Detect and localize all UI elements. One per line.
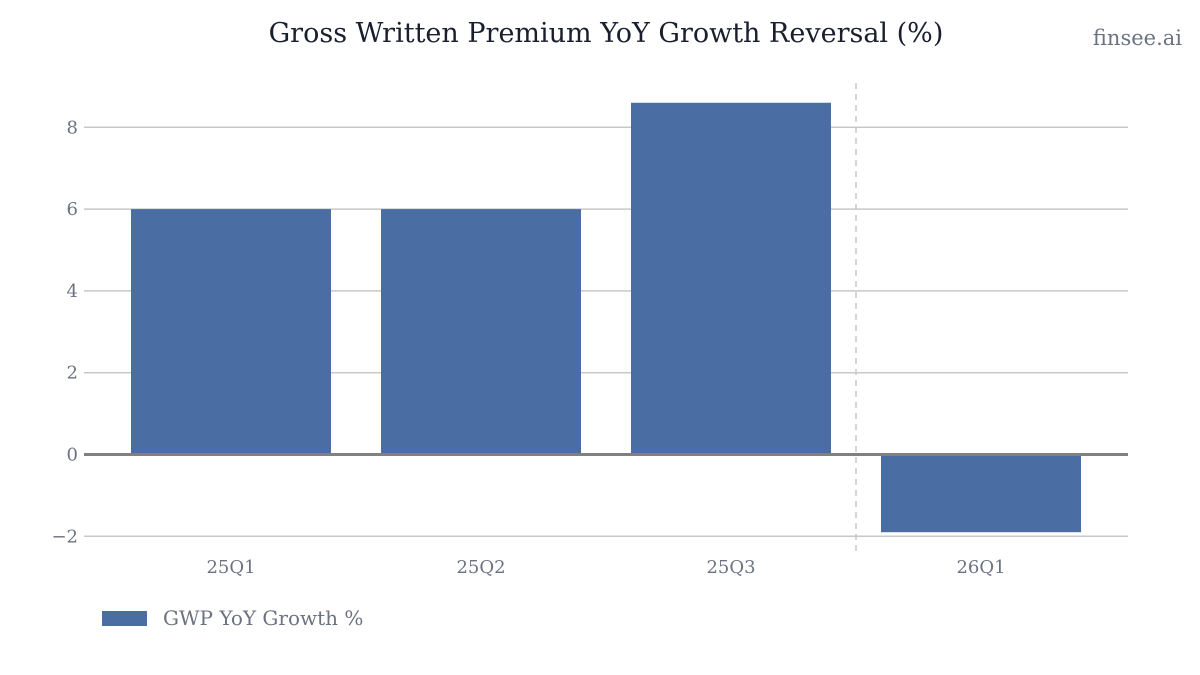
bar-25q1 bbox=[131, 209, 331, 455]
y-tick-label: −2 bbox=[51, 526, 78, 547]
bar-26q1 bbox=[881, 454, 1081, 533]
x-tick-label: 26Q1 bbox=[956, 557, 1005, 578]
bar-25q3 bbox=[631, 102, 831, 455]
y-axis-ticks: −2 0 2 4 6 8 bbox=[51, 117, 78, 547]
x-tick-label: 25Q3 bbox=[706, 557, 755, 578]
y-tick-label: 4 bbox=[67, 281, 78, 302]
bar-25q2 bbox=[381, 209, 581, 455]
bars bbox=[131, 102, 1081, 533]
legend-swatch bbox=[102, 610, 147, 626]
y-tick-label: 2 bbox=[67, 363, 78, 384]
chart-title: Gross Written Premium YoY Growth Reversa… bbox=[268, 18, 944, 49]
legend: GWP YoY Growth % bbox=[102, 606, 363, 630]
legend-label: GWP YoY Growth % bbox=[163, 606, 364, 630]
x-tick-label: 25Q1 bbox=[206, 557, 255, 578]
x-axis-labels: 25Q1 25Q2 25Q3 26Q1 bbox=[206, 557, 1005, 578]
y-tick-label: 0 bbox=[67, 445, 78, 466]
y-tick-label: 8 bbox=[67, 117, 78, 138]
y-tick-label: 6 bbox=[67, 199, 78, 220]
brand-watermark: finsee.ai bbox=[1092, 26, 1182, 50]
x-tick-label: 25Q2 bbox=[456, 557, 505, 578]
